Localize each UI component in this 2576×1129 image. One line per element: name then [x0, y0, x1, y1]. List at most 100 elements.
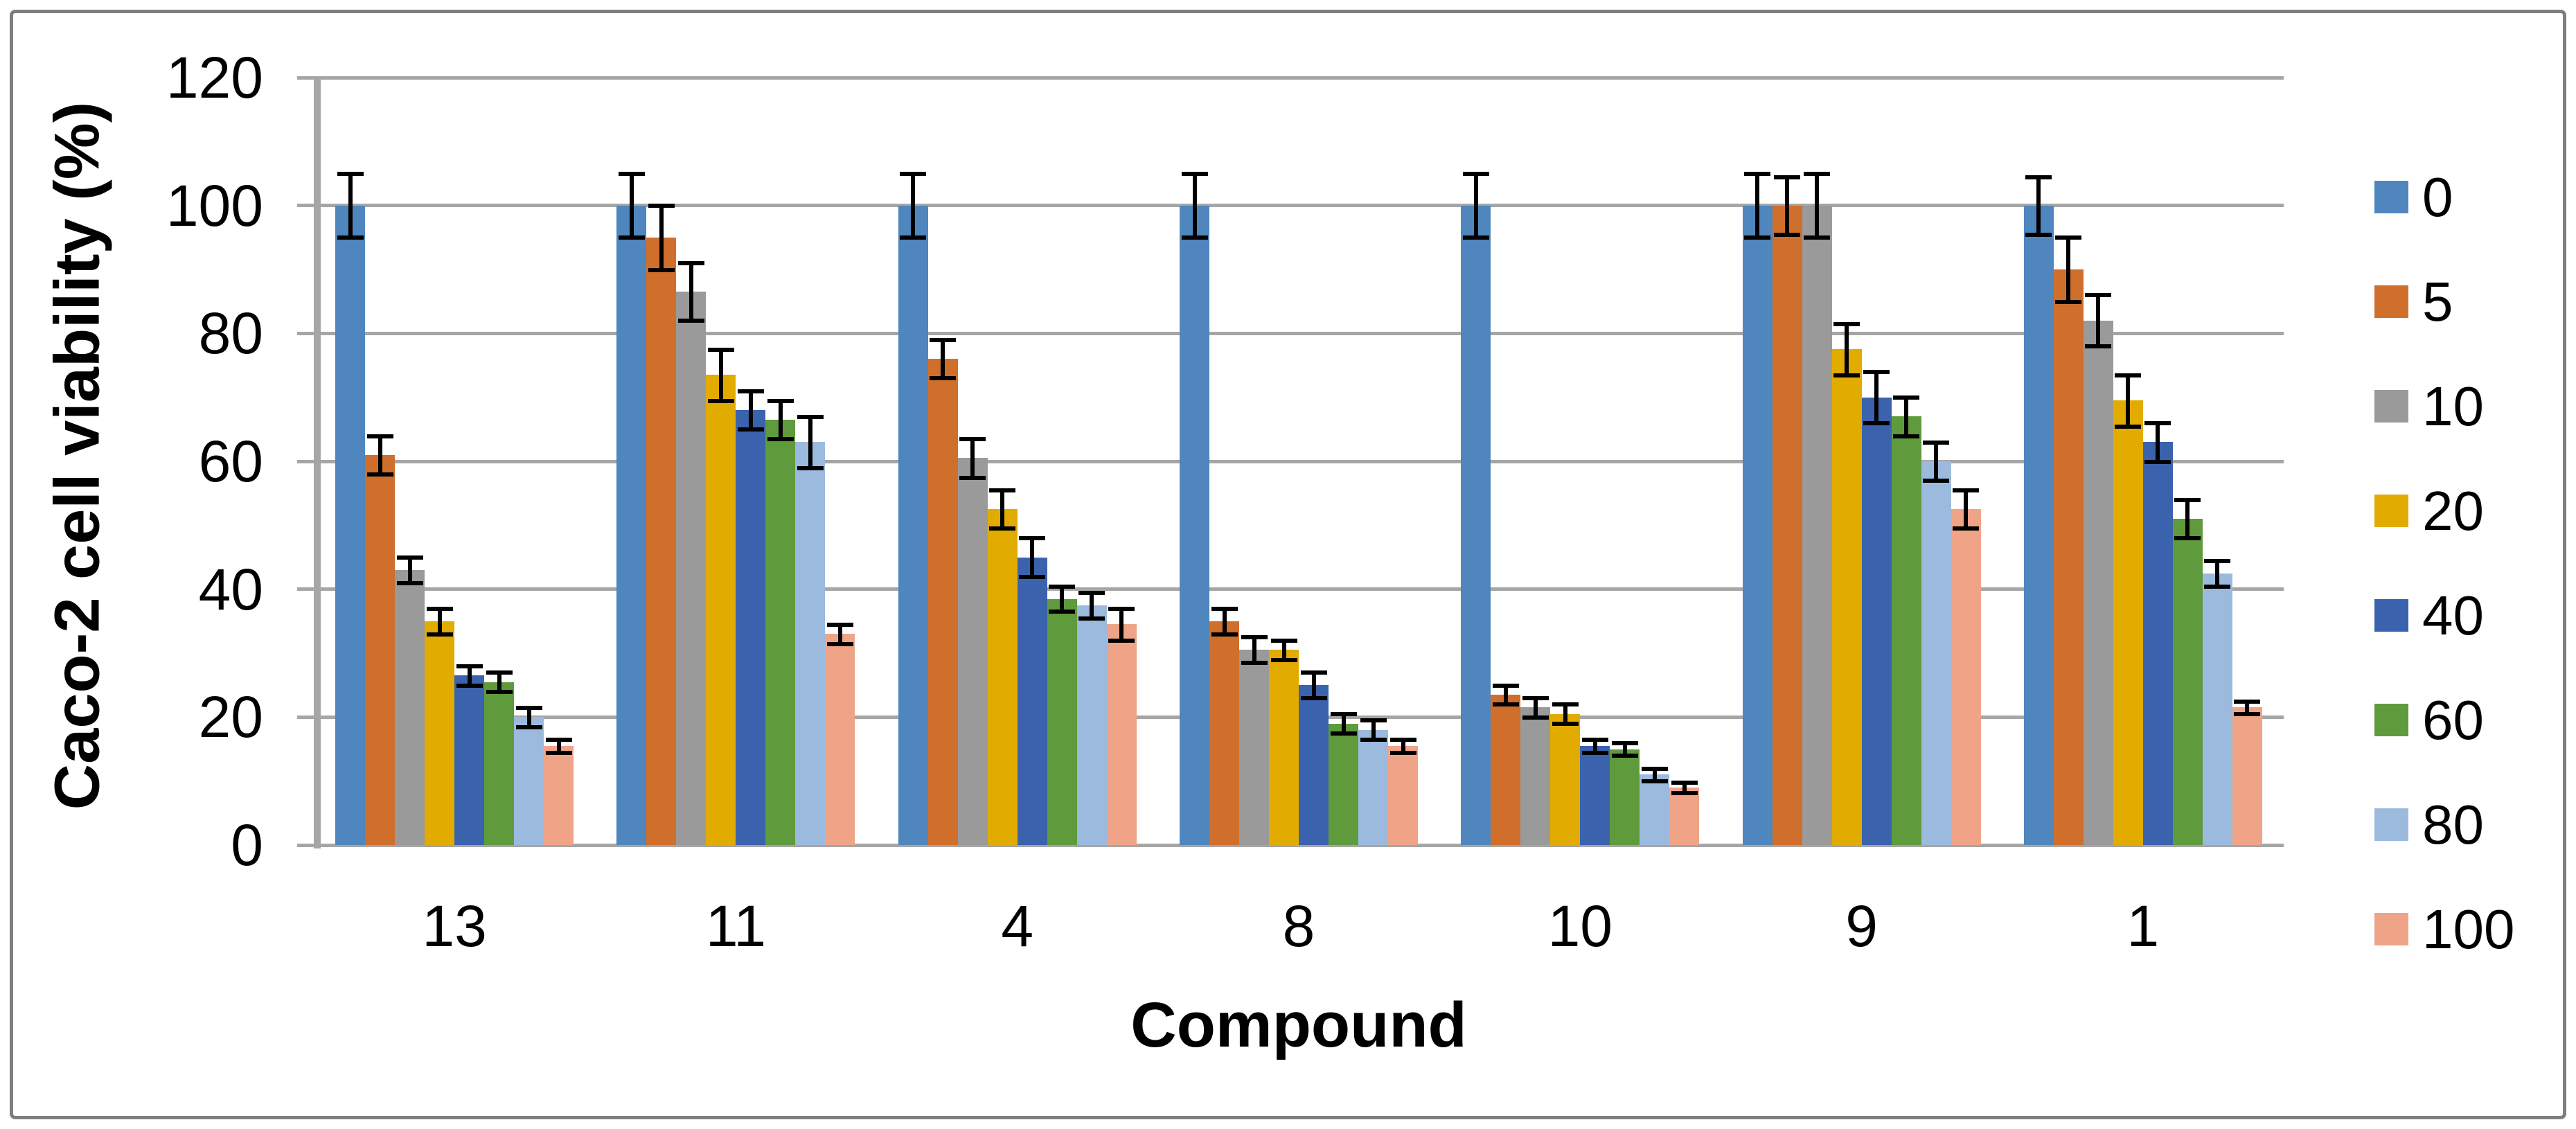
error-bar-cap-top — [1923, 440, 1950, 445]
error-bar-cap-bottom — [1492, 702, 1519, 707]
gridline-y120 — [314, 75, 2284, 80]
error-bar-cap-bottom — [677, 319, 704, 323]
error-bar-cap-bottom — [1863, 421, 1890, 426]
error-bar-cap-bottom — [1211, 632, 1238, 637]
x-axis-title: Compound — [1130, 990, 1467, 1060]
bar-compound11-conc5 — [646, 237, 677, 845]
error-bar — [2126, 375, 2131, 427]
bar-compound9-conc40 — [1861, 397, 1892, 845]
error-bar-cap-top — [1078, 590, 1105, 595]
error-bar-cap-bottom — [1330, 731, 1357, 736]
bar-compound10-conc5 — [1491, 695, 1521, 845]
bar-compound4-conc5 — [927, 359, 958, 845]
bar-compound13-conc20 — [425, 621, 455, 845]
error-bar-cap-bottom — [1462, 235, 1489, 240]
error-bar-cap-top — [1833, 321, 1860, 326]
error-bar-cap-bottom — [618, 235, 645, 240]
error-bar-cap-bottom — [1522, 715, 1549, 720]
error-bar-cap-top — [1953, 488, 1980, 493]
error-bar-cap-top — [1611, 740, 1638, 745]
legend-label-0: 0 — [2422, 166, 2453, 228]
error-bar-cap-top — [1581, 738, 1608, 743]
bar-compound9-conc10 — [1802, 205, 1832, 845]
error-bar-cap-bottom — [515, 724, 542, 729]
bar-compound10-conc40 — [1580, 745, 1610, 845]
error-bar-cap-top — [366, 434, 393, 438]
error-bar-cap-bottom — [1300, 696, 1327, 701]
legend-swatch-60 — [2374, 704, 2408, 736]
bar-compound13-conc0 — [335, 205, 366, 845]
error-bar-cap-top — [426, 606, 453, 611]
error-bar-cap-top — [1211, 606, 1238, 611]
gridline-y60 — [314, 459, 2284, 463]
error-bar-cap-top — [1270, 639, 1297, 643]
error-bar — [1682, 782, 1687, 793]
error-bar — [2156, 423, 2160, 461]
bar-compound13-conc10 — [395, 569, 425, 845]
error-bar-cap-bottom — [1241, 661, 1268, 666]
error-bar-cap-top — [1462, 172, 1489, 176]
x-category-label-9: 9 — [1845, 894, 1878, 959]
bar-compound9-conc100 — [1951, 509, 1981, 845]
error-bar-cap-bottom — [767, 437, 794, 442]
legend-swatch-20 — [2374, 495, 2408, 527]
bar-compound10-conc60 — [1610, 749, 1640, 845]
error-bar-cap-bottom — [1804, 235, 1831, 240]
gridline-y40 — [314, 587, 2284, 592]
error-bar-cap-top — [1389, 738, 1416, 743]
legend-label-40: 40 — [2422, 584, 2484, 646]
error-bar — [1119, 608, 1124, 641]
bar-compound8-conc60 — [1329, 723, 1358, 845]
error-bar — [1473, 173, 1478, 238]
error-bar — [1755, 173, 1760, 238]
legend-label-60: 60 — [2422, 688, 2484, 751]
error-bar-cap-top — [648, 204, 675, 208]
error-bar — [467, 666, 472, 686]
bar-compound9-conc80 — [1921, 461, 1951, 845]
x-category-label-10: 10 — [1547, 894, 1613, 959]
bar-compound10-conc0 — [1461, 205, 1491, 845]
error-bar — [1192, 173, 1197, 238]
bar-compound9-conc60 — [1891, 416, 1921, 845]
error-bar-cap-top — [456, 664, 483, 668]
error-bar — [2066, 237, 2071, 302]
error-bar-cap-top — [826, 622, 853, 627]
error-bar-cap-top — [337, 172, 364, 176]
bar-compound1-conc40 — [2142, 442, 2173, 845]
error-bar — [1964, 490, 1969, 528]
error-bar — [1652, 768, 1657, 781]
y-tick-label: 0 — [231, 812, 263, 878]
error-bar-cap-bottom — [900, 235, 927, 240]
error-bar-cap-bottom — [366, 472, 393, 477]
error-bar — [659, 205, 664, 269]
error-bar-cap-bottom — [1049, 610, 1076, 614]
error-bar-cap-top — [959, 437, 986, 442]
error-bar-cap-top — [707, 347, 734, 352]
error-bar-cap-bottom — [1019, 574, 1046, 579]
error-bar-cap-bottom — [2144, 459, 2171, 464]
bar-compound13-conc40 — [454, 675, 485, 845]
error-bar-cap-bottom — [2115, 424, 2142, 429]
error-bar-cap-bottom — [2234, 712, 2261, 717]
error-bar-cap-bottom — [797, 465, 824, 470]
error-bar — [911, 173, 916, 238]
error-bar-cap-bottom — [1833, 373, 1860, 377]
error-bar-cap-top — [2055, 235, 2082, 240]
error-bar — [1311, 672, 1316, 698]
error-bar-cap-bottom — [1641, 779, 1668, 784]
error-bar — [348, 173, 353, 238]
x-category-label-1: 1 — [2126, 894, 2160, 959]
bar-compound8-conc80 — [1358, 729, 1388, 845]
error-bar-cap-bottom — [737, 427, 764, 432]
bar-compound9-conc0 — [1742, 205, 1773, 845]
legend-swatch-0 — [2374, 181, 2408, 213]
y-tick-label: 80 — [198, 301, 263, 366]
bar-compound9-conc5 — [1772, 205, 1802, 845]
y-axis-title: Caco-2 cell viability (%) — [42, 101, 113, 810]
error-bar — [1592, 739, 1597, 753]
error-bar-cap-top — [1241, 635, 1268, 640]
error-bar-cap-top — [1019, 536, 1046, 541]
error-bar-cap-bottom — [826, 641, 853, 646]
error-bar-cap-bottom — [1078, 616, 1105, 621]
